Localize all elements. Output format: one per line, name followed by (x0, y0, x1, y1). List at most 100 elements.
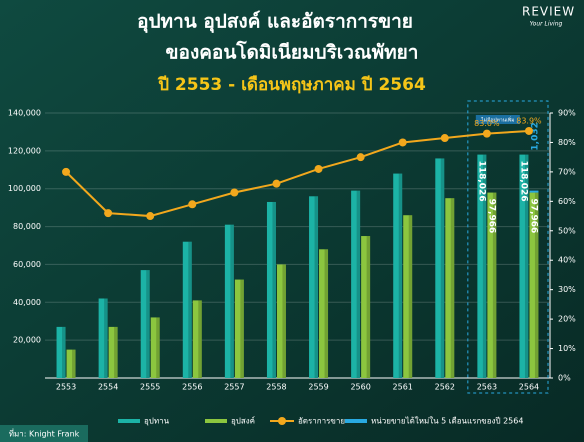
legend-label: อัตราการขาย (298, 417, 345, 426)
y2-tick-label: 0% (558, 374, 571, 383)
x-tick-label: 2556 (182, 383, 202, 392)
bar-shade (230, 224, 234, 378)
legend-label: อุปสงค์ (231, 416, 255, 426)
bar (487, 192, 497, 378)
y2-tick-label: 50% (558, 226, 576, 235)
bar-shade (408, 215, 413, 378)
bar-segment (529, 190, 539, 193)
bar (182, 241, 192, 378)
legend-swatch (278, 417, 286, 425)
bar-shade (366, 236, 371, 378)
bar-shade (324, 249, 329, 378)
bar-shade (450, 198, 455, 378)
bar (393, 173, 403, 378)
y2-tick-label: 70% (558, 167, 576, 176)
value-label: 83.0% (474, 119, 500, 128)
y2-tick-label: 60% (558, 197, 576, 206)
legend-label: หน่วยขายได้ใหม่ใน 5 เดือนแรกของปี 2564 (371, 417, 523, 426)
bar (140, 270, 150, 378)
bar (224, 224, 234, 378)
rate-point (104, 209, 113, 218)
x-tick-label: 2562 (435, 383, 455, 392)
bar-shade (356, 190, 361, 378)
bar (66, 349, 76, 378)
y-tick-label: 80,000 (13, 222, 41, 231)
annotation: ไม่มีอุปทานเพิ่ม (480, 117, 514, 124)
bar-shade (104, 298, 108, 378)
x-tick-label: 2557 (224, 383, 244, 392)
bar (361, 236, 371, 378)
legend-swatch (345, 419, 367, 423)
bar-shade (198, 300, 202, 378)
rate-point (230, 188, 239, 197)
y-tick-label: 140,000 (8, 109, 41, 118)
chart-title: อุปทาน อุปสงค์ และอัตราการขาย (137, 11, 413, 34)
legend-swatch (118, 419, 140, 423)
y2-tick-label: 90% (558, 109, 576, 118)
rate-point (440, 134, 449, 143)
bar-shade (440, 158, 445, 378)
y2-tick-label: 40% (558, 256, 576, 265)
source-box (0, 425, 88, 442)
bar-shade (524, 154, 529, 378)
bar-shade (156, 317, 160, 378)
y-tick-label: 40,000 (13, 298, 41, 307)
value-label: 83.9% (516, 116, 542, 125)
brand: REVIEW (522, 5, 575, 19)
bar-shade (272, 201, 276, 378)
bar (234, 279, 244, 378)
y2-tick-label: 30% (558, 285, 576, 294)
bar (309, 196, 319, 378)
rate-point (146, 212, 155, 221)
bar (266, 201, 276, 378)
legend-swatch (205, 419, 227, 423)
bar (519, 154, 529, 378)
rate-point (524, 126, 533, 135)
rate-point (188, 200, 197, 209)
bar (150, 317, 160, 378)
x-tick-label: 2554 (98, 383, 118, 392)
bar (319, 249, 329, 378)
x-tick-label: 2558 (266, 383, 286, 392)
bar (477, 154, 487, 378)
bar (98, 298, 108, 378)
bar-shade (282, 264, 286, 378)
bar (529, 192, 539, 378)
chart-title: ของคอนโดมิเนียมบริเวณพัทยา (166, 41, 419, 64)
brand-tagline: Your Living (530, 21, 563, 28)
bar-shade (72, 349, 76, 378)
bar (192, 300, 202, 378)
y-tick-label: 60,000 (13, 260, 41, 269)
bar-shade (534, 192, 539, 378)
y2-tick-label: 20% (558, 315, 576, 324)
bar-shade (398, 173, 403, 378)
legend-label: อุปทาน (144, 417, 170, 426)
y-tick-label: 20,000 (13, 336, 41, 345)
rate-point (272, 179, 281, 188)
x-tick-label: 2553 (56, 383, 76, 392)
bar (403, 215, 413, 378)
bar-shade (146, 270, 150, 378)
y-tick-label: 120,000 (8, 146, 41, 155)
x-tick-label: 2563 (477, 383, 497, 392)
value-label: 1,032 (530, 122, 540, 150)
x-tick-label: 2555 (140, 383, 160, 392)
rate-point (482, 129, 491, 138)
x-tick-label: 2560 (350, 383, 370, 392)
x-tick-label: 2564 (519, 383, 539, 392)
value-label: 97,966 (486, 199, 496, 234)
rate-point (62, 167, 71, 176)
x-tick-label: 2559 (308, 383, 328, 392)
bar (435, 158, 445, 378)
bar (351, 190, 361, 378)
y2-tick-label: 10% (558, 344, 576, 353)
bar-shade (240, 279, 244, 378)
bar (445, 198, 455, 378)
x-tick-label: 2561 (393, 383, 413, 392)
rate-point (314, 164, 323, 173)
source: ที่มา: Knight Frank (9, 428, 80, 439)
value-label: 118,026 (518, 161, 528, 202)
bar-shade (314, 196, 319, 378)
